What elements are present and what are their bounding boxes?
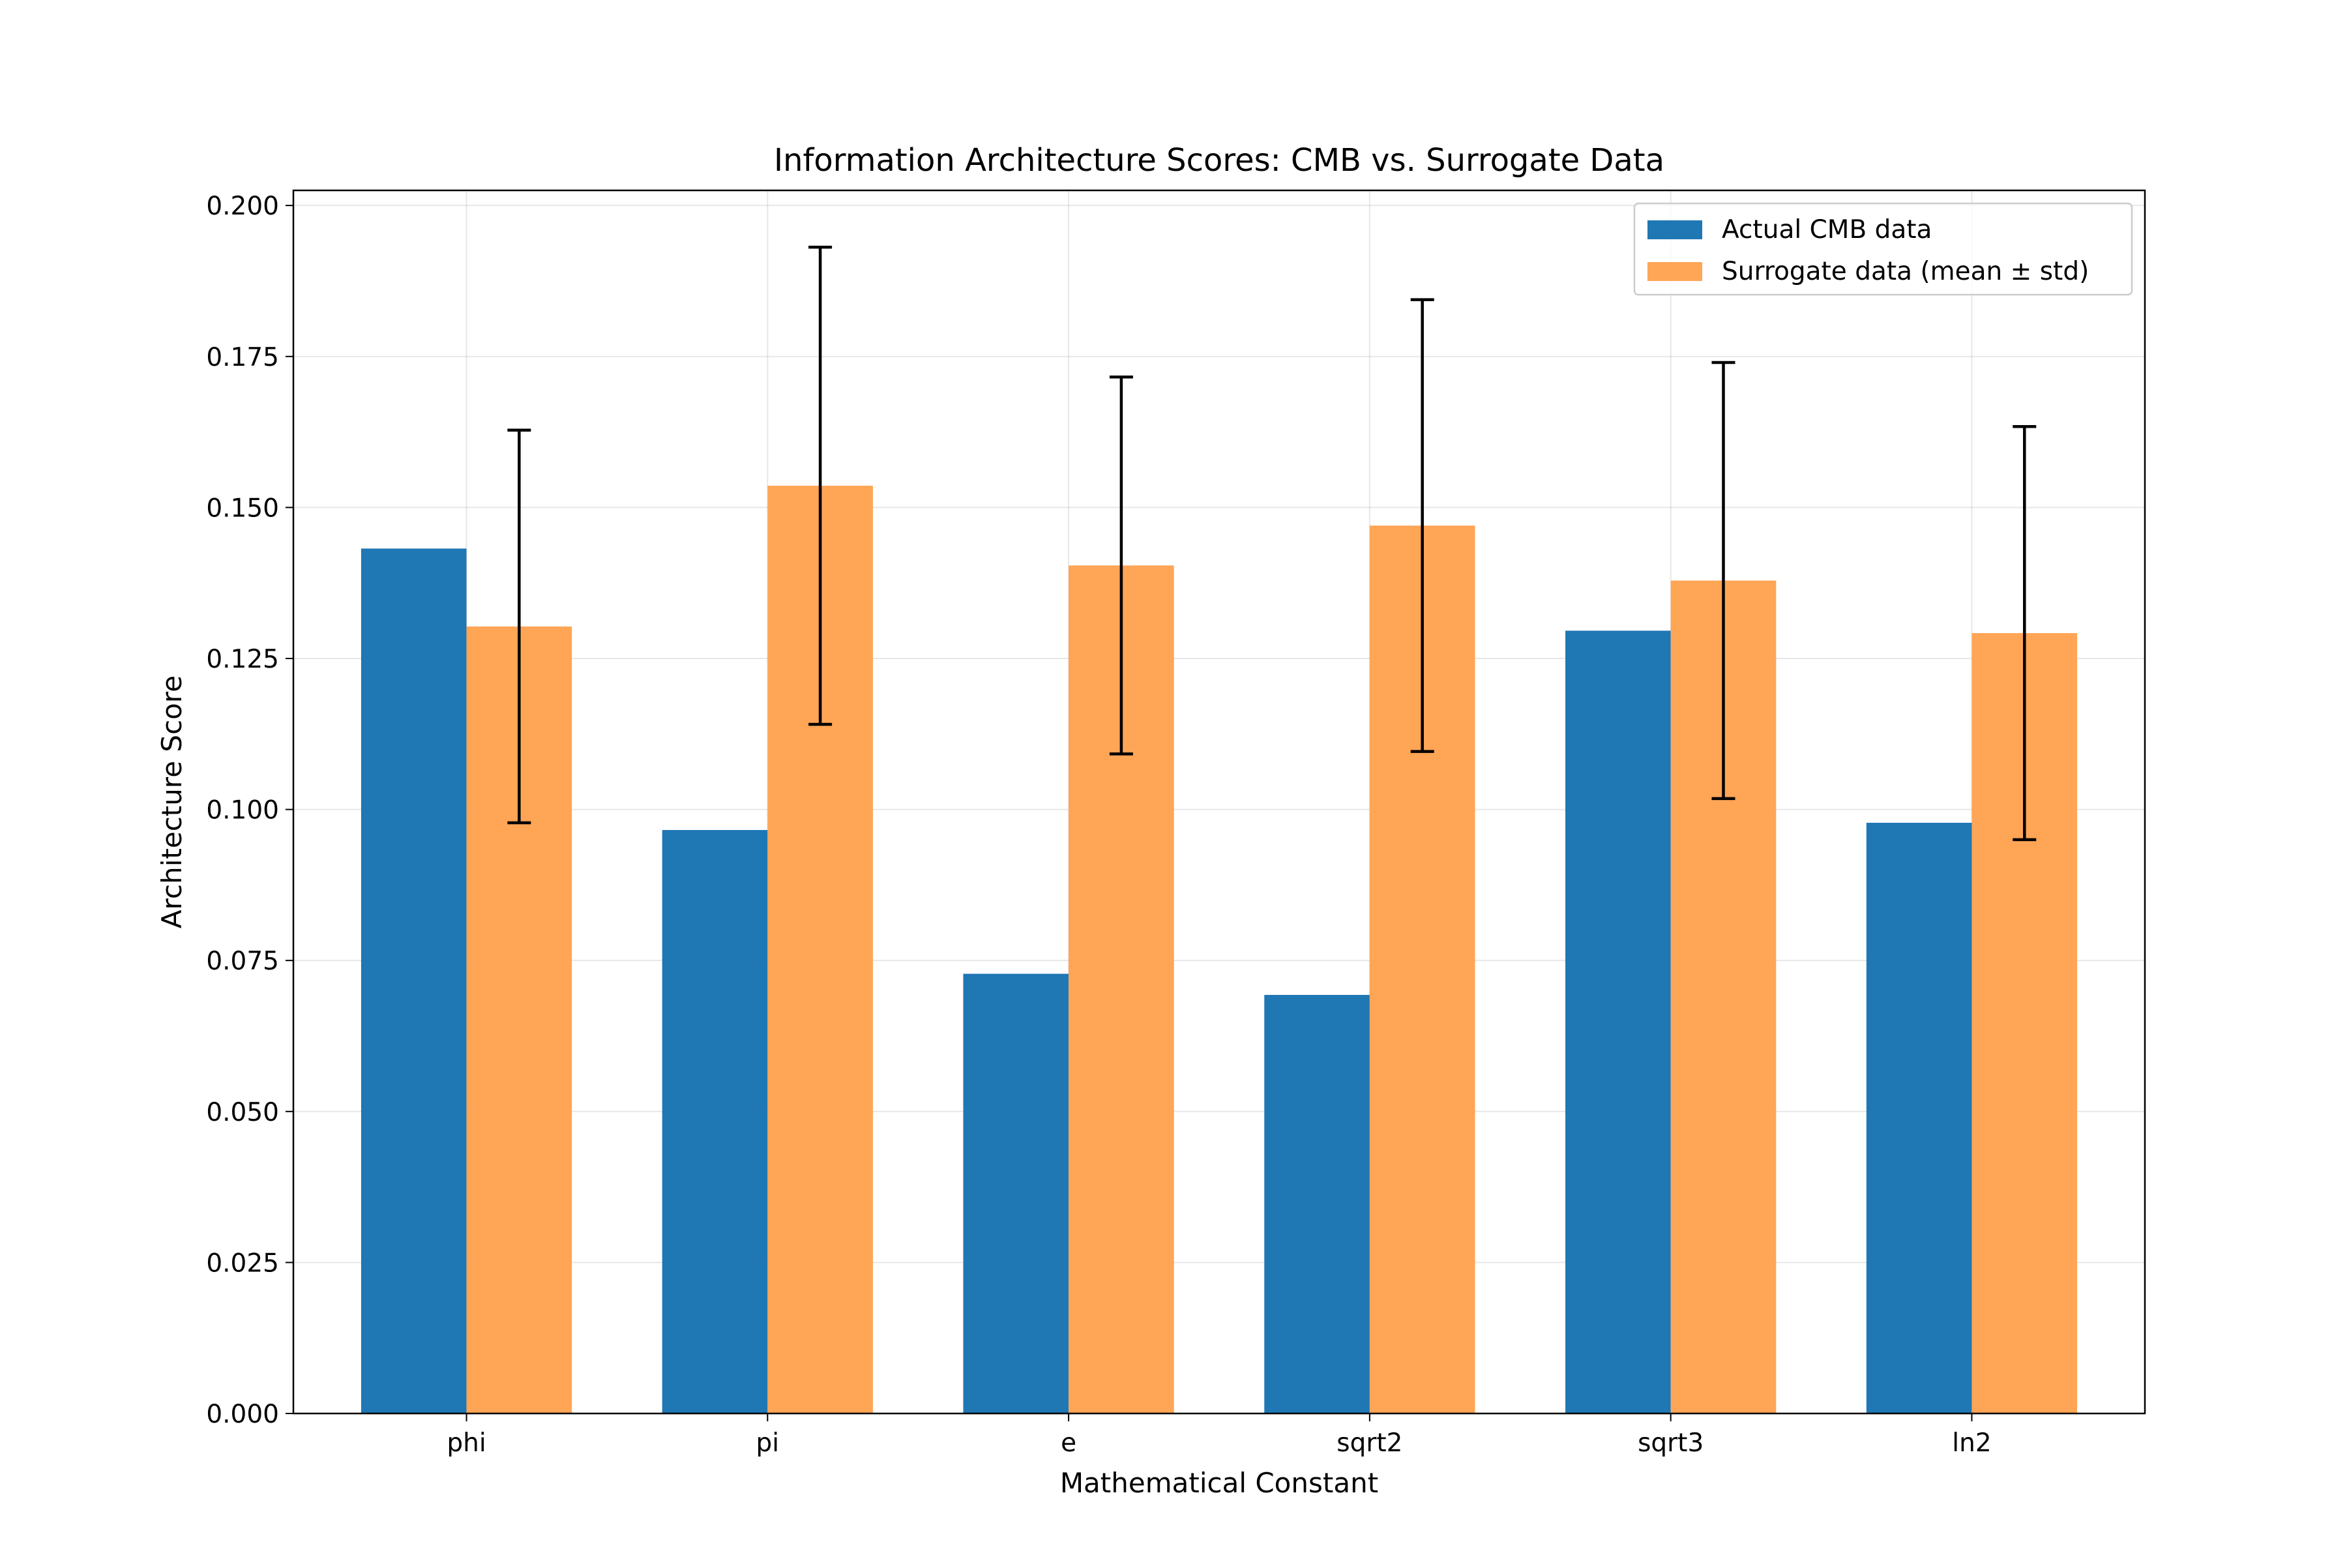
plot-frame bbox=[292, 189, 2146, 1415]
bar-actual-cmb-e bbox=[963, 973, 1069, 1413]
x-axis-label: Mathematical Constant bbox=[1060, 1467, 1378, 1499]
bar-actual-cmb-pi bbox=[662, 830, 768, 1413]
error-bar-sqrt2 bbox=[1410, 298, 1434, 753]
y-tick-label: 0.175 bbox=[206, 343, 279, 372]
x-tick-label-sqrt2: sqrt2 bbox=[1336, 1428, 1402, 1458]
y-tick-label: 0.200 bbox=[206, 192, 279, 221]
y-tick-label: 0.025 bbox=[206, 1249, 279, 1278]
bar-actual-cmb-sqrt2 bbox=[1264, 994, 1370, 1413]
legend-swatch-actual-cmb bbox=[1647, 220, 1702, 239]
x-tick-label-ln2: ln2 bbox=[1952, 1428, 1991, 1458]
axes-ticks: 0.000 0.025 0.050 0.075 0.100 0.125 0.150 0.175… bbox=[206, 192, 1991, 1458]
x-tick-label-pi: pi bbox=[756, 1428, 780, 1458]
y-tick-label: 0.050 bbox=[206, 1098, 279, 1127]
bars bbox=[361, 486, 2078, 1414]
legend-swatch-surrogate bbox=[1647, 262, 1702, 281]
bar-actual-cmb-ln2 bbox=[1866, 822, 1972, 1413]
error-bar-phi bbox=[507, 428, 531, 825]
error-bar-e bbox=[1109, 376, 1133, 756]
legend-box bbox=[1633, 202, 2133, 296]
legend: Actual CMB data Surrogate data (mean ± s… bbox=[1633, 202, 2133, 296]
error-bar-ln2 bbox=[2013, 424, 2037, 842]
y-tick-label: 0.000 bbox=[206, 1400, 279, 1429]
y-tick-label: 0.150 bbox=[206, 494, 279, 523]
legend-label-actual-cmb: Actual CMB data bbox=[1722, 215, 1932, 244]
y-tick-label: 0.125 bbox=[206, 645, 279, 674]
error-bar-sqrt3 bbox=[1711, 361, 1735, 801]
chart-title: Information Architecture Scores: CMB vs.… bbox=[774, 142, 1664, 179]
y-axis-label: Architecture Score bbox=[156, 675, 188, 928]
error-bars bbox=[507, 245, 2037, 842]
error-bar-pi bbox=[808, 245, 833, 726]
y-tick-label: 0.075 bbox=[206, 947, 279, 976]
legend-label-surrogate: Surrogate data (mean ± std) bbox=[1722, 257, 2089, 286]
x-tick-label-phi: phi bbox=[447, 1428, 486, 1458]
bar-actual-cmb-sqrt3 bbox=[1565, 630, 1671, 1413]
x-tick-label-e: e bbox=[1061, 1428, 1076, 1458]
x-tick-label-sqrt3: sqrt3 bbox=[1638, 1428, 1704, 1458]
bar-actual-cmb-phi bbox=[361, 548, 467, 1413]
y-tick-label: 0.100 bbox=[206, 796, 279, 825]
